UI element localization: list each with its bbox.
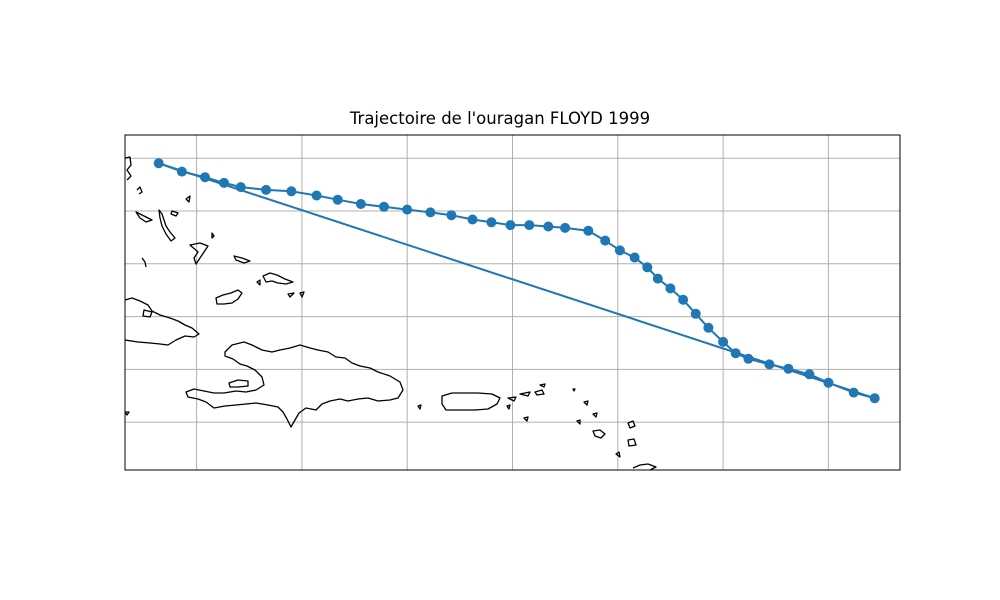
coastline-island-15 [299, 291, 305, 298]
track-point [524, 220, 535, 231]
coastline-island-22 [592, 412, 598, 418]
track-point [176, 166, 187, 177]
coastline-island-28 [125, 411, 130, 416]
track-point [286, 186, 297, 197]
track-point [665, 283, 676, 294]
track-point [486, 217, 497, 228]
map-frame [124, 134, 901, 471]
track-point [200, 172, 210, 183]
coastline-island-29 [417, 404, 422, 410]
coastline-island-6 [185, 195, 191, 203]
track-point [783, 363, 794, 374]
track-point [505, 220, 516, 231]
coastline-puerto-rico [441, 392, 501, 411]
track-point [311, 190, 322, 201]
track-point [823, 377, 834, 388]
track-points [153, 158, 880, 404]
track-point [678, 294, 689, 305]
coastline-island-1 [125, 156, 132, 181]
track-point [869, 393, 880, 404]
coastline-island-3 [135, 211, 153, 223]
coastline-island-14 [287, 292, 295, 298]
coastline-island-5 [170, 210, 179, 217]
track-point [261, 184, 272, 195]
coastline-island-23 [592, 429, 606, 439]
coastline-island-2 [136, 186, 143, 195]
coastline-cuba [125, 297, 200, 346]
coastline-island-27 [632, 463, 657, 470]
track-point [614, 245, 625, 256]
track-point [560, 222, 571, 233]
coastline-island-24 [627, 420, 636, 429]
map-title: Trajectoire de l'ouragan FLOYD 1999 [349, 109, 651, 128]
coastline-island-4 [158, 209, 176, 242]
coastline-island-13 [262, 272, 294, 285]
track-point [153, 158, 164, 169]
track-point [332, 194, 343, 205]
coastline-island-9 [233, 255, 251, 264]
track-point [629, 252, 640, 263]
track-point [467, 214, 478, 225]
coastline-island-11 [215, 289, 243, 305]
coastline-island-20 [583, 400, 589, 406]
track-point [743, 353, 754, 364]
track-point [235, 182, 246, 193]
track-point [718, 336, 729, 347]
coastline-virgin-islands [507, 383, 546, 402]
track-point [642, 262, 653, 273]
coastlines [125, 156, 657, 470]
track-point [219, 177, 229, 188]
track-point [446, 210, 457, 221]
track-point [804, 369, 815, 380]
track-point [543, 221, 554, 232]
coastline-island-17 [506, 404, 511, 410]
track-point [764, 359, 775, 370]
coastline-island-25 [627, 438, 637, 447]
track-point [355, 199, 366, 209]
track-point [848, 387, 859, 398]
coastline-island-7 [189, 242, 209, 265]
coastline-island-21 [576, 419, 581, 425]
track-point [425, 207, 436, 218]
track-point [402, 204, 413, 215]
coastline-island-26 [615, 451, 621, 458]
track-closing-line [158, 162, 876, 400]
track-point [600, 235, 611, 246]
track-point [583, 225, 594, 236]
coastline-hispaniola [185, 341, 404, 428]
coastline-island-18 [523, 416, 529, 422]
coastline-gonave [228, 379, 249, 388]
coastline-island-8 [211, 232, 215, 239]
track-point [690, 308, 701, 319]
coastline-island-12 [256, 279, 261, 286]
track-point [379, 201, 389, 212]
coastline-island-16 [142, 309, 153, 318]
track-point [652, 273, 663, 284]
coastline-island-10 [141, 257, 147, 268]
coastline-island-19 [572, 388, 576, 392]
track-point [730, 348, 741, 359]
track-point [703, 322, 714, 333]
